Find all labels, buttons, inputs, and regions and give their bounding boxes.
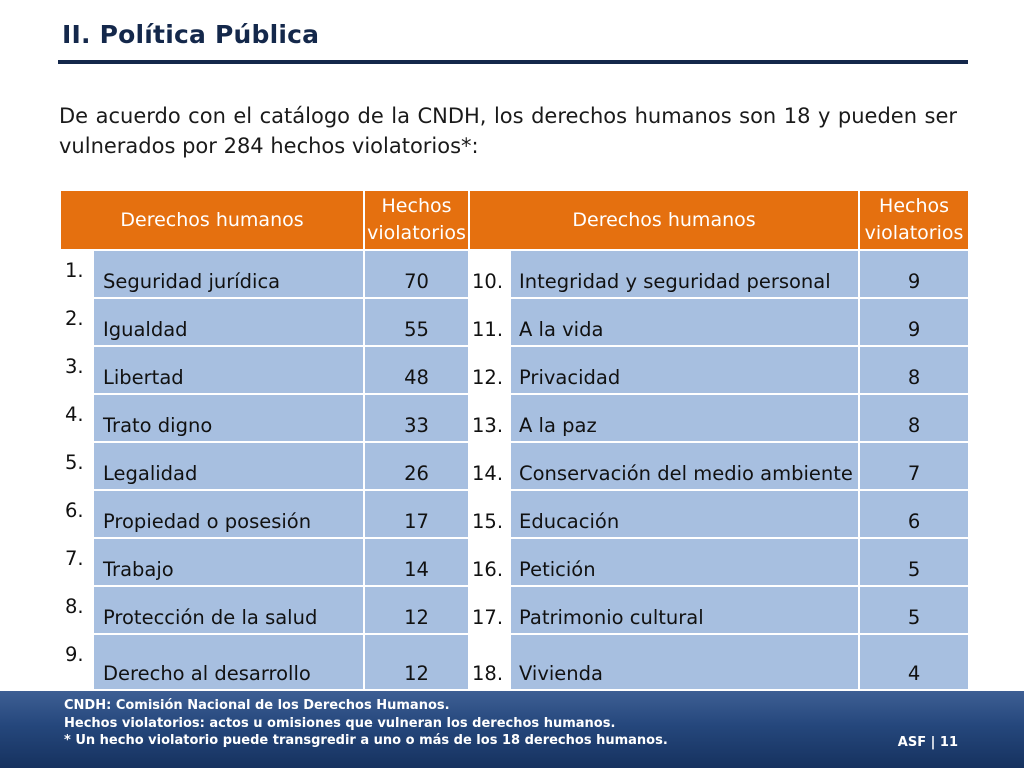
row-number-right: 17.	[468, 585, 512, 635]
facts-count-left: 33	[363, 393, 471, 443]
header-facts-right: Hechos violatorios	[858, 189, 971, 251]
facts-count-right: 9	[858, 249, 971, 299]
facts-count-left: 48	[363, 345, 471, 395]
table-body: 1. Seguridad jurídica 70 10. Integridad y se…	[59, 249, 971, 691]
rights-table: Derechos humanos Hechos violatorios Dere…	[58, 189, 971, 691]
right-name-left: Protección de la salud	[91, 585, 366, 635]
right-name-right: Educación	[509, 489, 861, 539]
right-name-right: Petición	[509, 537, 861, 587]
footer-notes: CNDH: Comisión Nacional de los Derechos …	[64, 697, 668, 750]
table-row: 5. Legalidad 26 14. Conservación del medio a…	[59, 441, 971, 491]
header-rights-right: Derechos humanos	[468, 189, 861, 251]
row-number-right: 14.	[468, 441, 512, 491]
table-row: 1. Seguridad jurídica 70 10. Integridad y se…	[59, 249, 971, 299]
facts-count-right: 5	[858, 585, 971, 635]
right-name-left: Trato digno	[91, 393, 366, 443]
facts-count-right: 6	[858, 489, 971, 539]
row-number-right: 18.	[468, 633, 512, 691]
table-row: 3. Libertad 48 12. Privacidad 8	[59, 345, 971, 395]
row-number-left: 7.	[59, 537, 94, 587]
right-name-left: Seguridad jurídica	[91, 249, 366, 299]
row-number-left: 9.	[59, 633, 94, 691]
intro-paragraph: De acuerdo con el catálogo de la CNDH, l…	[59, 104, 957, 158]
footer-note-hechos: Hechos violatorios: actos u omisiones qu…	[64, 715, 616, 731]
right-name-right: Privacidad	[509, 345, 861, 395]
header-facts-left: Hechos violatorios	[363, 189, 471, 251]
right-name-right: A la paz	[509, 393, 861, 443]
right-name-left: Derecho al desarrollo	[91, 633, 366, 691]
facts-count-right: 5	[858, 537, 971, 587]
right-name-left: Trabajo	[91, 537, 366, 587]
row-number-left: 2.	[59, 297, 94, 347]
slide-title: II. Política Pública	[62, 20, 320, 49]
right-name-left: Libertad	[91, 345, 366, 395]
table-row: 6. Propiedad o posesión 17 15. Educación 6	[59, 489, 971, 539]
facts-count-left: 17	[363, 489, 471, 539]
facts-count-left: 70	[363, 249, 471, 299]
page-number: ASF | 11	[897, 735, 958, 750]
header-rights-left: Derechos humanos	[58, 189, 366, 251]
table-row: 8. Protección de la salud 12 17. Patrimonio …	[59, 585, 971, 635]
facts-count-left: 26	[363, 441, 471, 491]
table-header-row: Derechos humanos Hechos violatorios Dere…	[58, 189, 971, 251]
row-number-left: 6.	[59, 489, 94, 539]
row-number-right: 10.	[468, 249, 512, 299]
table-row: 4. Trato digno 33 13. A la paz 8	[59, 393, 971, 443]
row-number-right: 16.	[468, 537, 512, 587]
facts-count-right: 7	[858, 441, 971, 491]
table-row: 7. Trabajo 14 16. Petición 5	[59, 537, 971, 587]
row-number-right: 11.	[468, 297, 512, 347]
facts-count-right: 8	[858, 345, 971, 395]
table-row: 2. Igualdad 55 11. A la vida 9	[59, 297, 971, 347]
footer-note-asterisk: * Un hecho violatorio puede transgredir …	[64, 733, 668, 748]
row-number-left: 8.	[59, 585, 94, 635]
right-name-right: Conservación del medio ambiente	[509, 441, 861, 491]
right-name-right: A la vida	[509, 297, 861, 347]
row-number-left: 1.	[59, 249, 94, 299]
right-name-right: Vivienda	[509, 633, 861, 691]
facts-count-left: 12	[363, 633, 471, 691]
facts-count-left: 12	[363, 585, 471, 635]
right-name-left: Igualdad	[91, 297, 366, 347]
row-number-left: 3.	[59, 345, 94, 395]
table-row: 9. Derecho al desarrollo 12 18. Vivienda 4	[59, 633, 971, 691]
facts-count-left: 55	[363, 297, 471, 347]
row-number-left: 4.	[59, 393, 94, 443]
facts-count-right: 8	[858, 393, 971, 443]
right-name-right: Patrimonio cultural	[509, 585, 861, 635]
row-number-left: 5.	[59, 441, 94, 491]
facts-count-right: 9	[858, 297, 971, 347]
row-number-right: 12.	[468, 345, 512, 395]
right-name-left: Propiedad o posesión	[91, 489, 366, 539]
right-name-right: Integridad y seguridad personal	[509, 249, 861, 299]
row-number-right: 15.	[468, 489, 512, 539]
row-number-right: 13.	[468, 393, 512, 443]
title-rule	[58, 60, 968, 64]
footer-band	[0, 691, 1024, 768]
right-name-left: Legalidad	[91, 441, 366, 491]
footer-note-cndh: CNDH: Comisión Nacional de los Derechos …	[64, 698, 450, 713]
facts-count-right: 4	[858, 633, 971, 691]
facts-count-left: 14	[363, 537, 471, 587]
